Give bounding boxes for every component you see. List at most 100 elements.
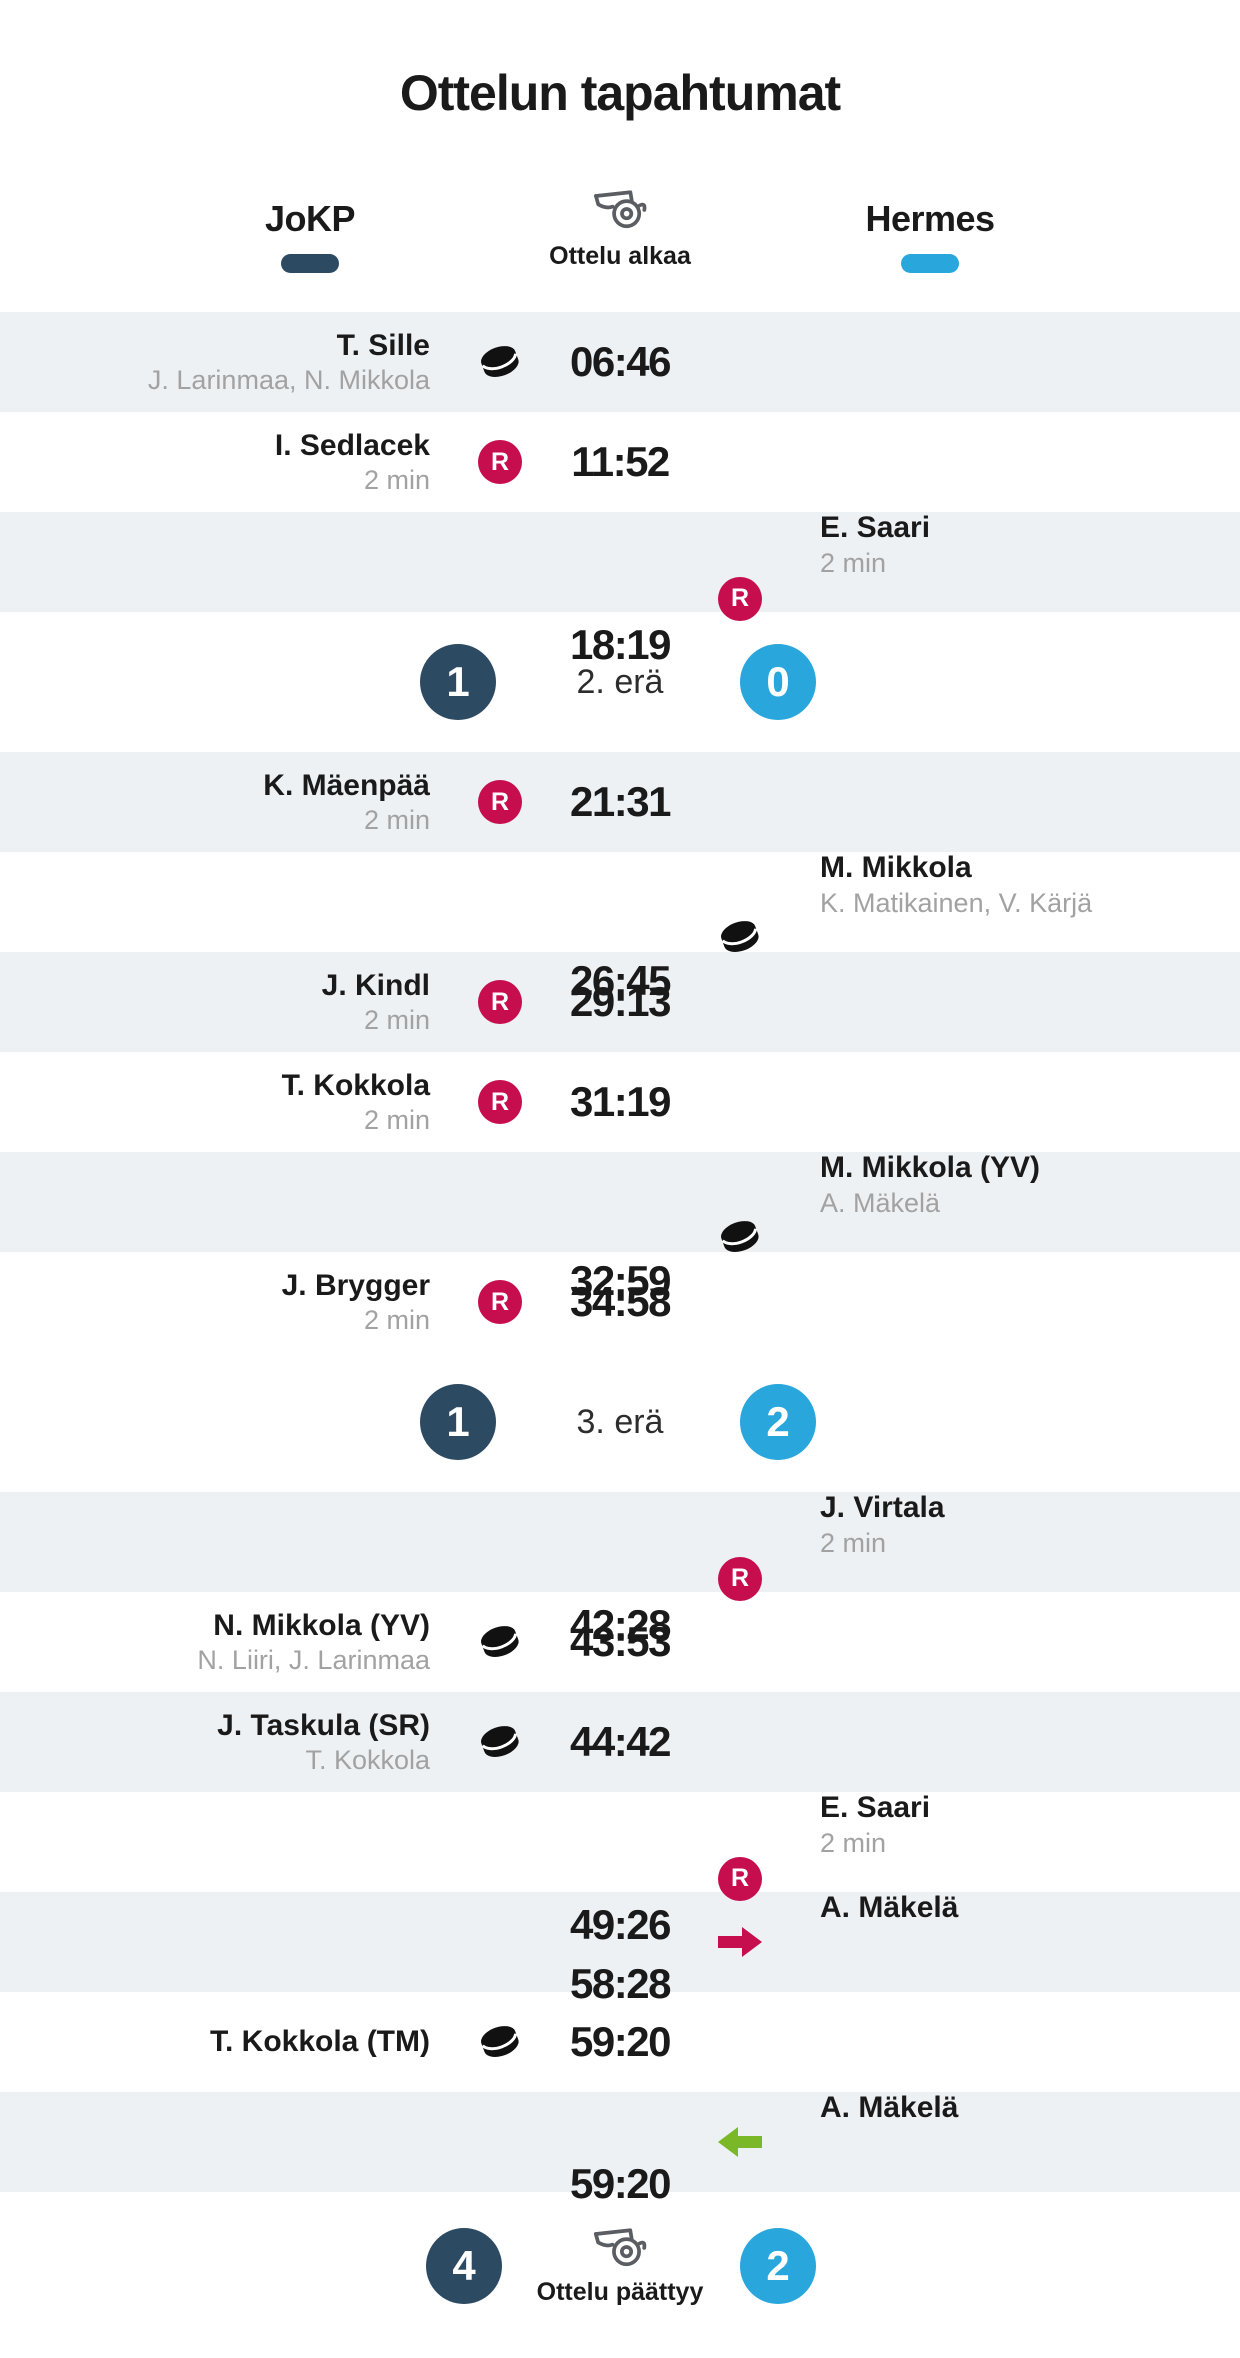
event-icon-cell: R [478,1080,522,1124]
player-detail: 2 min [363,805,430,836]
period-score-home: 1 [420,644,496,720]
team-home: JoKP [0,122,620,312]
event-player-block: K. Mäenpää 2 min [0,770,430,835]
player-name: I. Sedlacek [274,428,430,462]
event-icon-cell: R [478,440,522,484]
events-list: T. Sille J. Larinmaa, N. Mikkola 06:46 I… [0,312,1240,2207]
player-detail: 2 min [363,1105,430,1136]
period-score-home: 1 [420,1384,496,1460]
event-player-block: A. Mäkelä [810,2092,1240,2124]
event-icon-cell [477,2022,523,2062]
event-row: T. Kokkola 2 min R 31:19 [0,1052,1240,1152]
period-label: 2. erä [576,662,664,701]
whistle-icon [593,190,647,229]
event-row: K. Mäenpää 2 min R 21:31 [0,752,1240,852]
player-detail: A. Mäkelä [820,1187,941,1218]
event-icon-cell: R [478,980,522,1024]
event-icon-cell [717,1924,763,1960]
event-row: T. Kokkola (TM) 59:20 [0,1992,1240,2092]
period-score-away: 0 [740,644,816,720]
event-row: M. Mikkola (YV) A. Mäkelä 32:59 [0,1151,1240,1304]
period-label: 3. erä [576,1402,664,1441]
event-player-block: I. Sedlacek 2 min [0,430,430,495]
goal-puck-icon [721,1220,759,1252]
event-time: 31:19 [570,1078,671,1125]
match-end-block: Ottelu päättyy [537,2220,703,2307]
goal-puck-icon [481,346,519,377]
player-detail: 2 min [363,465,430,496]
event-row: A. Mäkelä 58:28 [0,1891,1240,2007]
event-row: E. Saari 2 min R 49:26 [0,1791,1240,1948]
event-player-block: J. Brygger 2 min [0,1270,430,1335]
player-detail: 2 min [820,1827,887,1858]
match-start-label: Ottelu alkaa [549,242,691,270]
team-name-home: JoKP [264,198,356,239]
event-player-block: J. Kindl 2 min [0,970,430,1035]
event-time: 59:20 [570,2159,671,2207]
event-icon-cell [717,917,763,957]
event-time: 11:52 [571,438,670,485]
player-detail: T. Kokkola [305,1745,430,1776]
event-icon-cell: R [478,1280,522,1324]
period-score-away: 2 [740,1384,816,1460]
sub-out-arrow-icon [718,1926,762,1957]
player-name: A. Mäkelä [820,1891,959,1924]
player-detail: 2 min [820,1527,887,1558]
player-name: M. Mikkola [820,851,972,884]
penalty-icon: R [718,1856,762,1901]
penalty-letter: R [490,1287,510,1316]
event-icon-cell: R [718,576,762,621]
player-name: E. Saari [820,1791,931,1824]
goal-puck-icon [721,920,759,952]
player-name: T. Sille [336,328,430,362]
match-start-block: Ottelu alkaa [549,182,691,271]
penalty-letter: R [730,1864,750,1893]
period-row: 1 3. erä 2 [0,1352,1240,1492]
event-row: I. Sedlacek 2 min R 11:52 [0,412,1240,512]
match-footer: 4 Ottelu päättyy 2 [0,2192,1240,2358]
player-detail: 2 min [363,1005,430,1036]
event-time: 59:20 [570,2018,671,2065]
penalty-icon: R [478,1080,522,1124]
goal-puck-icon [481,1626,519,1657]
penalty-letter: R [490,447,510,476]
player-name: T. Kokkola [281,1068,430,1102]
penalty-icon: R [478,1280,522,1324]
player-name: J. Virtala [820,1491,945,1524]
event-row: J. Virtala 2 min R 42:28 [0,1492,1240,1648]
player-name: E. Saari [820,511,931,544]
player-name: A. Mäkelä [820,2091,959,2124]
event-row: M. Mikkola K. Matikainen, V. Kärjä 26:45 [0,852,1240,1004]
player-name: J. Kindl [321,968,430,1002]
event-time: 34:58 [570,1278,671,1325]
sub-in-arrow-icon [718,2126,762,2157]
penalty-icon: R [478,440,522,484]
event-row: E. Saari 2 min R 18:19 [0,512,1240,668]
event-player-block: J. Virtala 2 min [810,1492,1240,1557]
event-row: N. Mikkola (YV) N. Liiri, J. Larinmaa 43… [0,1592,1240,1692]
event-time: 44:42 [570,1718,671,1765]
player-detail: 2 min [820,547,887,578]
event-player-block: T. Kokkola (TM) [0,2026,430,2058]
event-time: 29:13 [570,978,671,1025]
event-icon-cell [477,342,523,382]
player-detail: 2 min [363,1305,430,1336]
whistle-icon [593,2228,647,2267]
event-icon-cell [477,1722,523,1762]
player-name: J. Taskula (SR) [217,1708,430,1742]
player-name: N. Mikkola (YV) [213,1608,430,1642]
event-time: 26:45 [570,956,671,1004]
final-score-away: 2 [740,2228,816,2304]
event-player-block: N. Mikkola (YV) N. Liiri, J. Larinmaa [0,1610,430,1675]
event-icon-cell [717,2124,763,2160]
penalty-letter: R [730,584,750,613]
event-row: J. Taskula (SR) T. Kokkola 44:42 [0,1692,1240,1792]
player-name: M. Mikkola (YV) [820,1151,1041,1184]
penalty-icon: R [718,1556,762,1601]
event-icon-cell [717,1217,763,1257]
event-row: A. Mäkelä 59:20 [0,2092,1240,2207]
event-time: 42:28 [570,1600,671,1648]
event-player-block: E. Saari 2 min [810,512,1240,577]
penalty-icon: R [478,980,522,1024]
event-player-block: M. Mikkola K. Matikainen, V. Kärjä [810,852,1240,917]
